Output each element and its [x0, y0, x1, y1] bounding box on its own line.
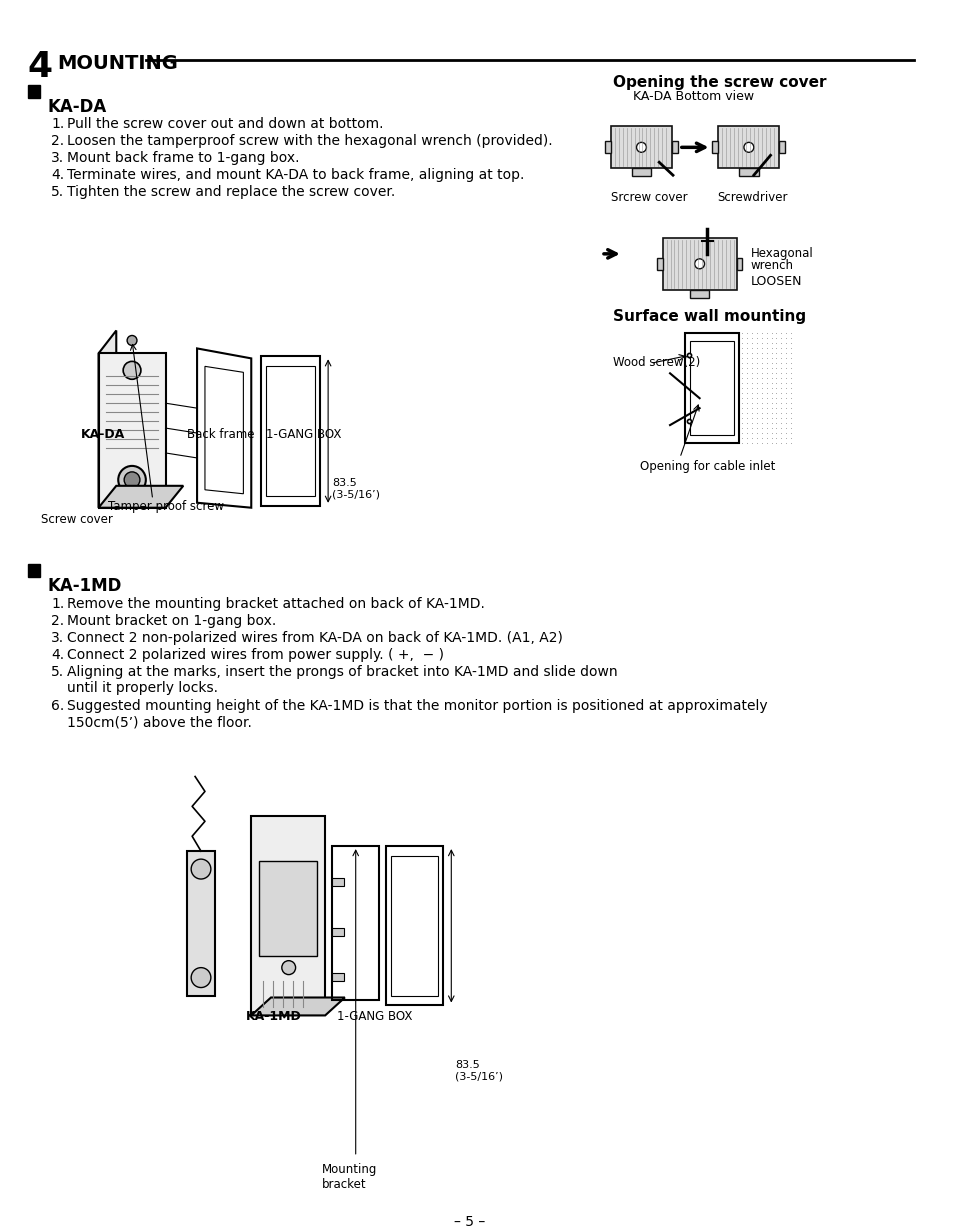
Circle shape: [281, 960, 295, 975]
Text: Hexagonal: Hexagonal: [750, 247, 813, 260]
Text: 2.: 2.: [51, 614, 64, 628]
Circle shape: [743, 143, 753, 153]
Bar: [610, 127, 671, 169]
Text: Loosen the tamperproof screw with the hexagonal wrench (provided).: Loosen the tamperproof screw with the he…: [67, 134, 552, 149]
Text: Srcrew cover: Srcrew cover: [610, 191, 687, 204]
Text: 5.: 5.: [51, 185, 64, 199]
Text: Opening for cable inlet: Opening for cable inlet: [639, 460, 775, 473]
Bar: [259, 862, 317, 955]
Text: wrench: wrench: [750, 259, 793, 272]
Bar: [332, 846, 379, 1001]
Text: 3.: 3.: [51, 632, 64, 645]
Bar: [631, 169, 651, 176]
Text: Back frame: Back frame: [187, 428, 254, 441]
Bar: [656, 257, 662, 270]
Circle shape: [191, 859, 211, 879]
Bar: [689, 341, 733, 435]
Bar: [386, 846, 443, 1006]
Bar: [28, 565, 40, 577]
Text: Tamper proof screw: Tamper proof screw: [109, 500, 224, 513]
Text: 1.: 1.: [51, 117, 65, 132]
Bar: [332, 878, 343, 886]
Bar: [266, 367, 315, 496]
Text: Suggested mounting height of the KA-1MD is that the monitor portion is positione: Suggested mounting height of the KA-1MD …: [67, 699, 767, 729]
Text: Terminate wires, and mount KA-DA to back frame, aligning at top.: Terminate wires, and mount KA-DA to back…: [67, 169, 524, 182]
Text: Screwdriver: Screwdriver: [717, 191, 787, 204]
Text: Mount bracket on 1-gang box.: Mount bracket on 1-gang box.: [67, 614, 276, 628]
Bar: [604, 142, 610, 154]
Bar: [712, 142, 718, 154]
Polygon shape: [251, 997, 345, 1016]
Text: Connect 2 polarized wires from power supply. ( +,  − ): Connect 2 polarized wires from power sup…: [67, 648, 443, 662]
Text: LOOSEN: LOOSEN: [750, 275, 801, 288]
Circle shape: [127, 336, 137, 346]
Text: 1-GANG BOX: 1-GANG BOX: [336, 1011, 412, 1023]
Text: Wood screw(2): Wood screw(2): [612, 357, 700, 369]
Circle shape: [123, 362, 141, 379]
Text: Aligning at the marks, insert the prongs of bracket into KA-1MD and slide down
u: Aligning at the marks, insert the prongs…: [67, 665, 617, 696]
Bar: [662, 238, 736, 289]
Bar: [689, 289, 709, 298]
Bar: [261, 357, 320, 506]
Text: Mounting
bracket: Mounting bracket: [322, 1163, 377, 1190]
Text: 4.: 4.: [51, 169, 64, 182]
Text: KA-DA: KA-DA: [81, 428, 125, 441]
Text: Connect 2 non-polarized wires from KA-DA on back of KA-1MD. (A1, A2): Connect 2 non-polarized wires from KA-DA…: [67, 632, 562, 645]
Text: Mount back frame to 1-gang box.: Mount back frame to 1-gang box.: [67, 151, 299, 165]
Text: 6.: 6.: [51, 699, 65, 713]
Polygon shape: [98, 486, 183, 507]
Circle shape: [118, 465, 146, 494]
Text: KA-DA Bottom view: KA-DA Bottom view: [632, 90, 753, 102]
Text: 83.5
(3-5/16’): 83.5 (3-5/16’): [455, 1060, 502, 1082]
Bar: [332, 972, 343, 981]
Bar: [718, 127, 779, 169]
Text: 1.: 1.: [51, 597, 65, 612]
Bar: [684, 334, 739, 443]
Text: KA-DA: KA-DA: [48, 97, 107, 116]
Text: Remove the mounting bracket attached on back of KA-1MD.: Remove the mounting bracket attached on …: [67, 597, 484, 612]
Text: KA-1MD: KA-1MD: [48, 577, 122, 596]
Text: 4: 4: [28, 49, 52, 84]
Circle shape: [636, 143, 646, 153]
Bar: [671, 142, 678, 154]
Bar: [779, 142, 784, 154]
Bar: [736, 257, 741, 270]
Bar: [391, 856, 438, 996]
Text: 5.: 5.: [51, 665, 64, 680]
Circle shape: [191, 968, 211, 987]
Circle shape: [124, 471, 140, 487]
Bar: [28, 85, 40, 97]
Text: – 5 –: – 5 –: [454, 1215, 485, 1229]
Polygon shape: [98, 353, 166, 507]
Bar: [251, 816, 325, 1016]
Text: 4.: 4.: [51, 648, 64, 662]
Text: 3.: 3.: [51, 151, 64, 165]
Text: 2.: 2.: [51, 134, 64, 149]
Bar: [332, 928, 343, 936]
Text: Opening the screw cover: Opening the screw cover: [612, 75, 825, 90]
Text: Pull the screw cover out and down at bottom.: Pull the screw cover out and down at bot…: [67, 117, 383, 132]
Text: 1-GANG BOX: 1-GANG BOX: [266, 428, 341, 441]
Text: Tighten the screw and replace the screw cover.: Tighten the screw and replace the screw …: [67, 185, 395, 199]
Circle shape: [694, 259, 703, 268]
Text: Surface wall mounting: Surface wall mounting: [612, 309, 805, 324]
Text: KA-1MD: KA-1MD: [246, 1011, 302, 1023]
Polygon shape: [187, 851, 214, 996]
Text: 83.5
(3-5/16’): 83.5 (3-5/16’): [332, 478, 379, 500]
Bar: [739, 169, 758, 176]
Text: MOUNTING: MOUNTING: [57, 54, 178, 73]
Polygon shape: [98, 330, 116, 507]
Text: Screw cover: Screw cover: [41, 512, 113, 526]
